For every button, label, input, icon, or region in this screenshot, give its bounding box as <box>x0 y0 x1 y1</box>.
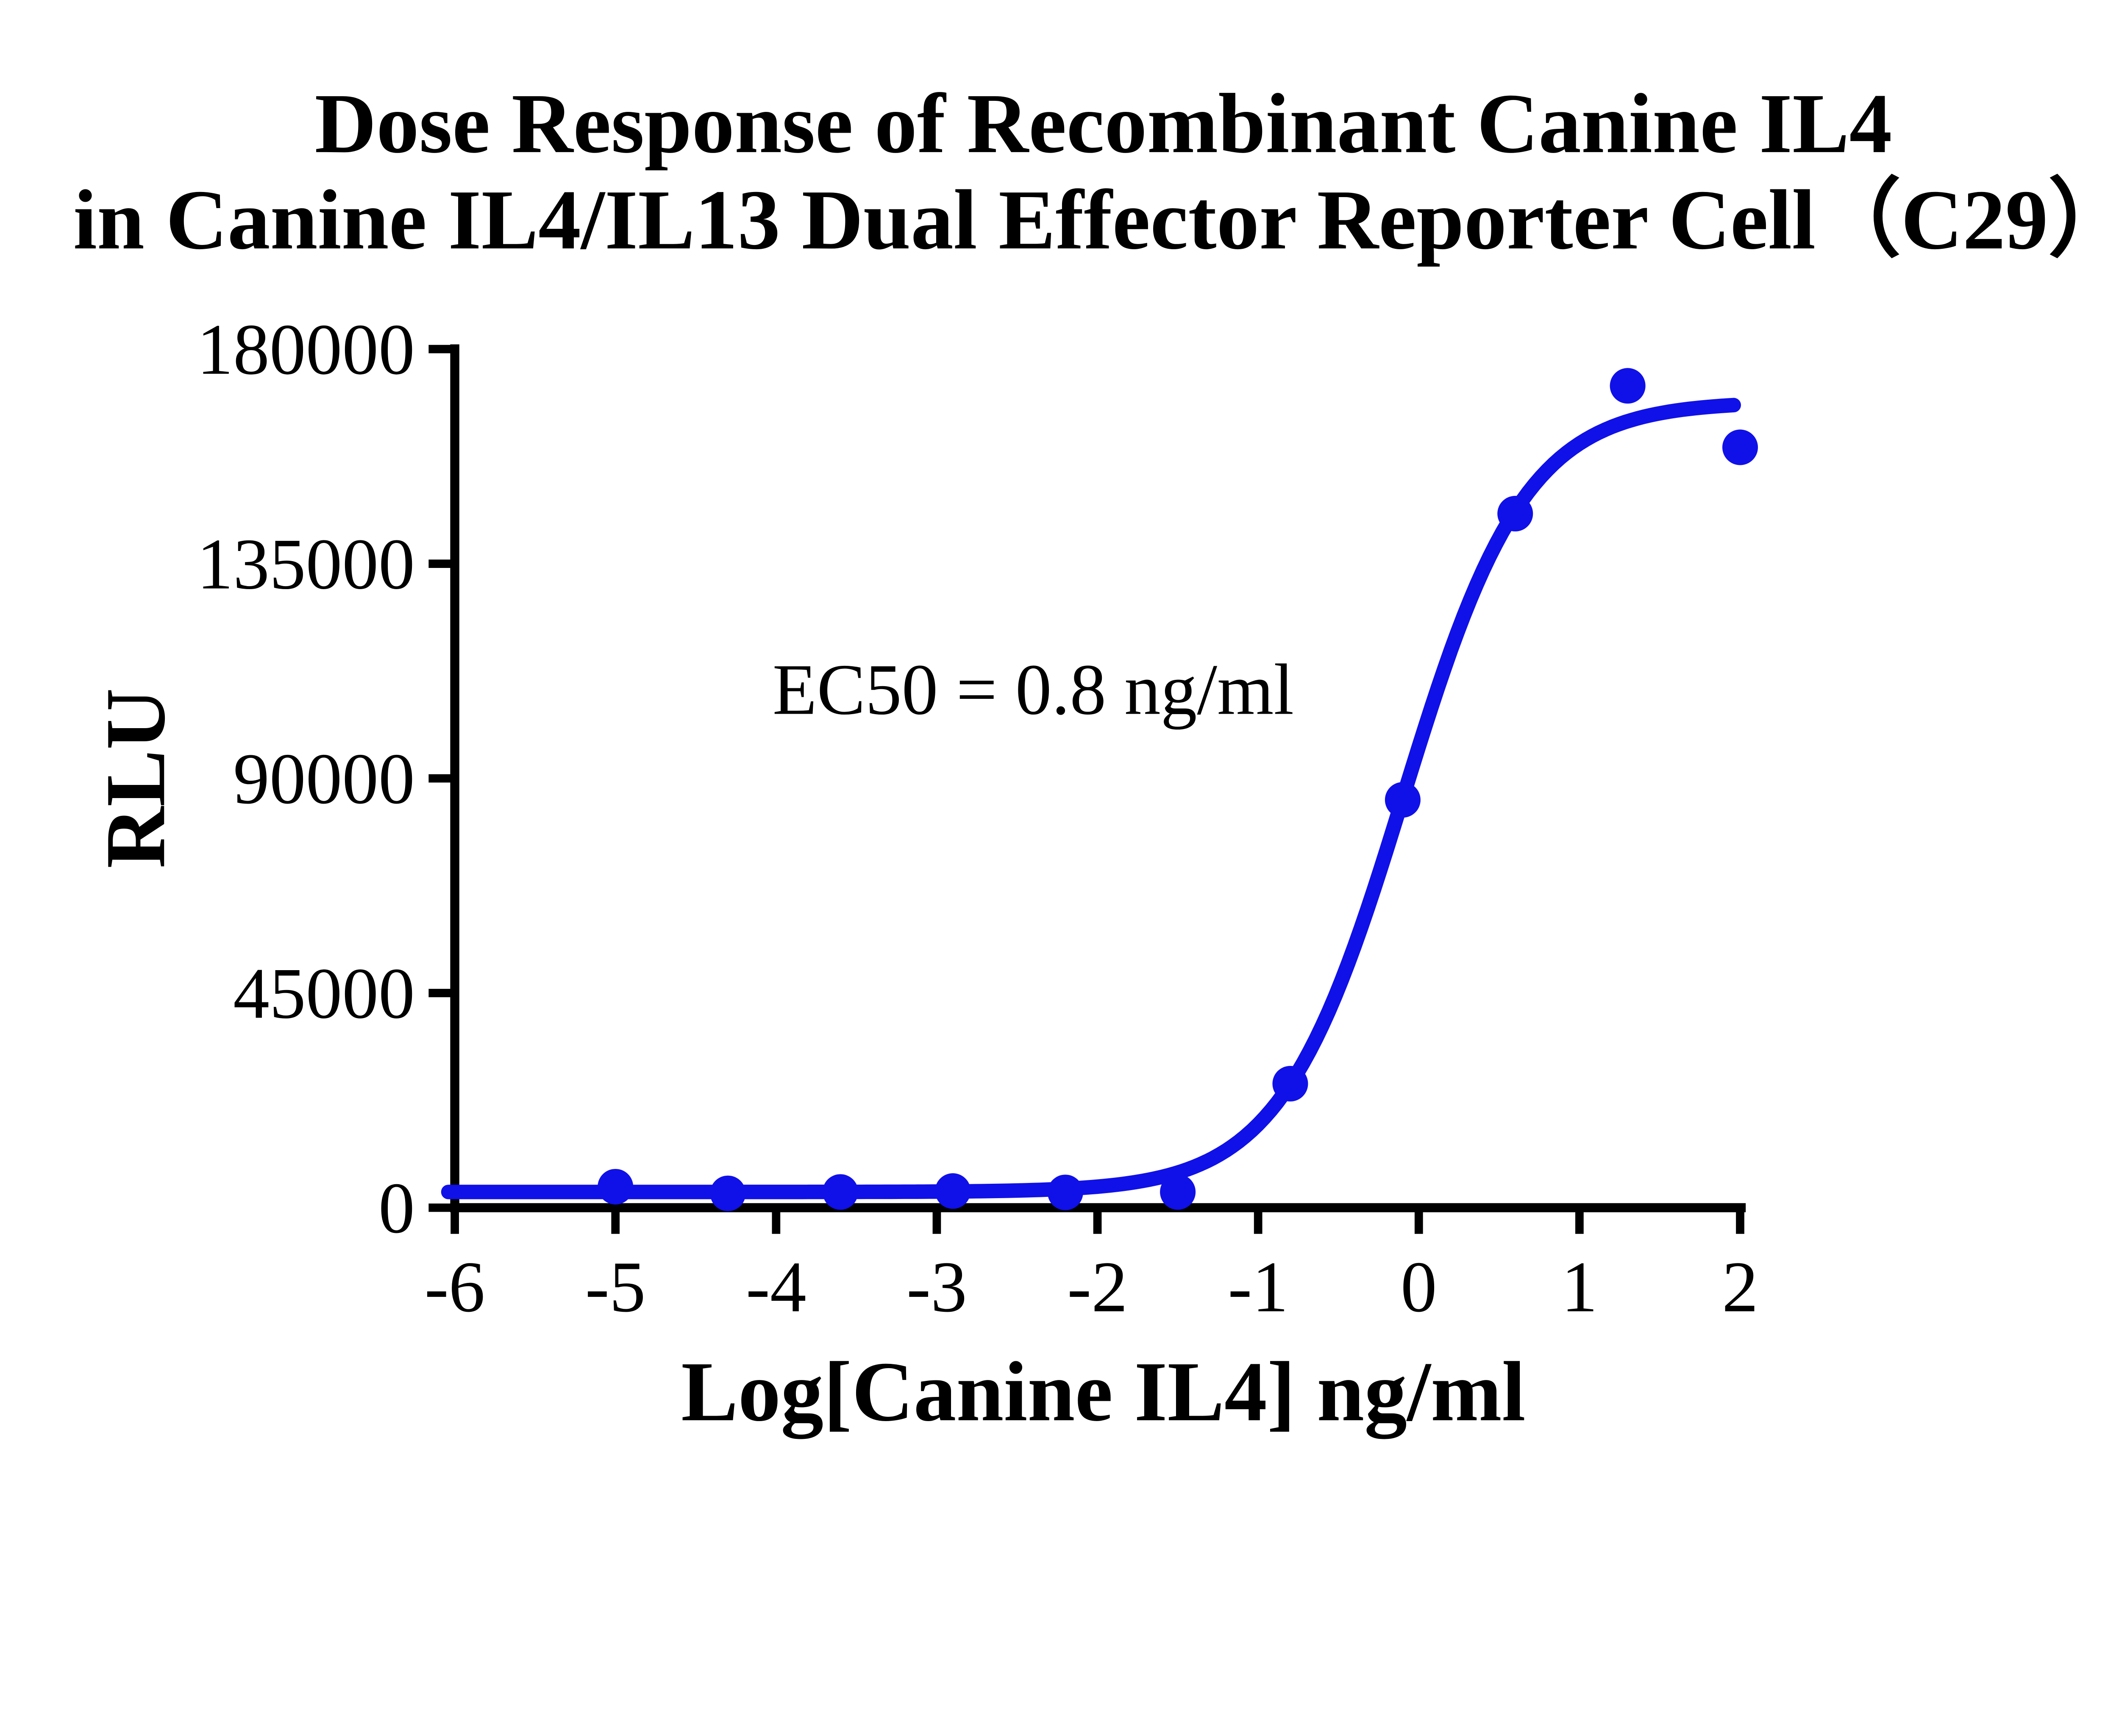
ec50-annotation: EC50 = 0.8 ng/ml <box>773 649 1294 730</box>
x-tick-label: -3 <box>907 1247 967 1327</box>
y-tick-label: 180000 <box>197 309 414 390</box>
data-point <box>822 1174 858 1210</box>
y-axis: 0 45000 90000 135000 180000 <box>197 309 459 1249</box>
x-tick-label: -5 <box>585 1247 646 1327</box>
y-tick-label: 90000 <box>233 739 415 819</box>
dose-response-figure: Dose Response of Recombinant Canine IL4 … <box>17 7 2119 1495</box>
data-point <box>598 1168 634 1205</box>
data-point <box>935 1173 971 1209</box>
x-tick-label: 0 <box>1401 1247 1437 1327</box>
y-tick-label: 0 <box>378 1168 415 1249</box>
chart-title-line2: in Canine IL4/IL13 Dual Effector Reporte… <box>73 172 2119 267</box>
data-point <box>1722 429 1758 465</box>
y-axis-title: RLU <box>88 688 183 868</box>
y-tick-label: 45000 <box>233 953 415 1034</box>
x-tick-label: -2 <box>1067 1247 1128 1327</box>
x-tick-label: 1 <box>1561 1247 1598 1327</box>
data-point <box>1385 782 1421 818</box>
chart-title-line1: Dose Response of Recombinant Canine IL4 <box>315 76 1892 171</box>
data-point <box>1497 495 1533 531</box>
x-tick-label: 2 <box>1722 1247 1758 1327</box>
data-point <box>1160 1174 1196 1210</box>
y-tick-label: 135000 <box>197 524 414 604</box>
x-tick-label: -1 <box>1228 1247 1288 1327</box>
data-point <box>1272 1066 1308 1102</box>
x-tick-label: -6 <box>425 1247 485 1327</box>
dose-response-chart: Dose Response of Recombinant Canine IL4 … <box>17 7 2119 1495</box>
data-point <box>710 1175 746 1211</box>
x-axis-title: Log[Canine IL4] ng/ml <box>681 1344 1526 1439</box>
x-axis: -6 -5 -4 -3 -2 -1 0 1 2 <box>425 1203 1758 1327</box>
data-point <box>1610 368 1646 404</box>
fit-curve <box>441 398 1741 1199</box>
data-points <box>598 368 1758 1211</box>
x-tick-label: -4 <box>746 1247 806 1327</box>
data-point <box>1047 1174 1083 1210</box>
